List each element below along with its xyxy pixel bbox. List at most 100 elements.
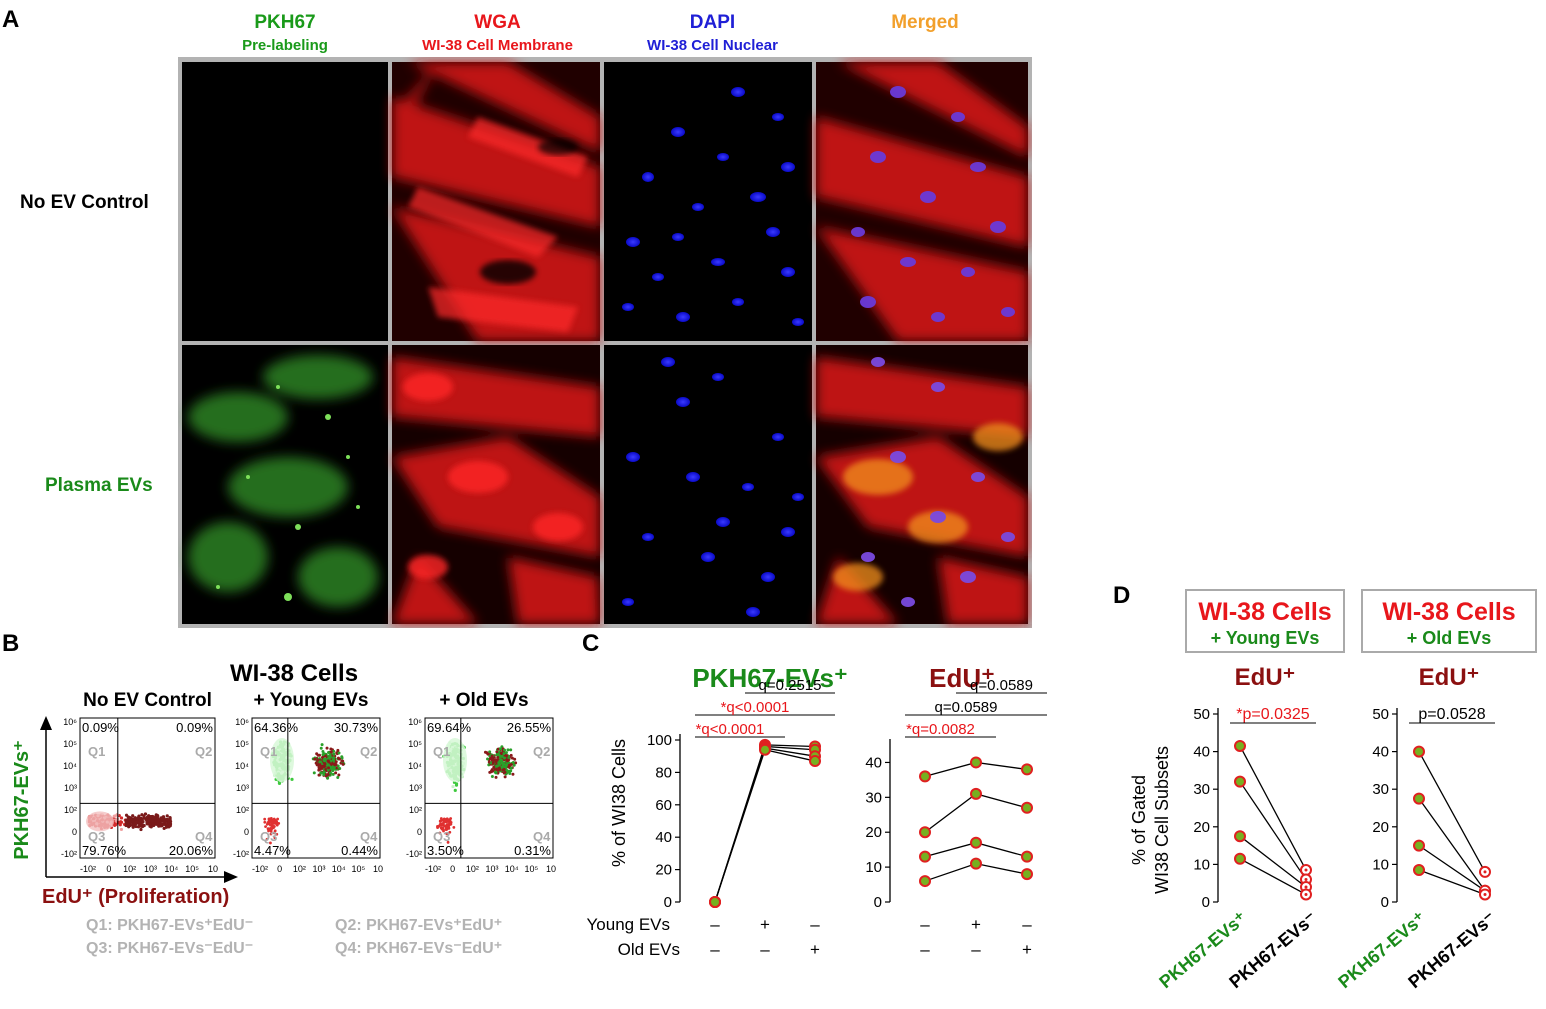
series-line bbox=[1418, 845, 1486, 892]
flow-dot bbox=[165, 817, 169, 822]
significance-label: q=0.0589 bbox=[970, 677, 1033, 694]
condition-young: – bbox=[810, 915, 820, 934]
y-tick-label: 60 bbox=[655, 797, 672, 814]
flow-dot bbox=[513, 757, 517, 761]
chart-d-2: 0 10 20 30 40 50 bbox=[1372, 706, 1491, 911]
flow-dot bbox=[490, 775, 494, 779]
y-tick-label: 20 bbox=[865, 824, 882, 841]
title-box bbox=[1361, 589, 1537, 653]
data-point-center bbox=[1304, 885, 1308, 889]
q4-value: 0.31% bbox=[514, 843, 551, 858]
flow-dot bbox=[336, 764, 340, 768]
data-point bbox=[1021, 801, 1033, 814]
x-tick-label: 10⁵ bbox=[351, 864, 365, 874]
y-tick-label: 30 bbox=[1372, 781, 1389, 798]
chart2-title: EdU⁺ bbox=[929, 663, 995, 693]
data-point-center bbox=[1483, 892, 1487, 896]
legend-q2: Q2: PKH67-EVs⁺EdU⁺ bbox=[335, 917, 502, 934]
flow-dot bbox=[323, 762, 327, 766]
img-pkh67-plasma bbox=[182, 345, 388, 624]
chart-subtitle: EdU⁺ bbox=[1419, 664, 1480, 691]
flow-dot bbox=[332, 749, 336, 753]
x-axis-label: EdU⁺ (Proliferation) bbox=[42, 886, 229, 908]
flow-plot-title: No EV Control bbox=[83, 690, 212, 711]
flow-plot-1: No EV Control 0.09% 0.09% 79.76% 20.06% Q1 Q2 Q… bbox=[61, 690, 218, 874]
flow-dot bbox=[157, 818, 161, 822]
flow-dot bbox=[337, 773, 341, 777]
col-title-wga: WGA bbox=[474, 12, 521, 33]
flow-dot bbox=[329, 750, 333, 754]
series-line bbox=[1418, 798, 1486, 892]
col-subtitle-pkh67: Pre-labeling bbox=[242, 37, 328, 54]
x-tick-label: 0 bbox=[450, 864, 455, 874]
y-tick-label: -10² bbox=[61, 849, 77, 859]
flow-dot bbox=[159, 824, 163, 828]
y-axis-label-1: % of Gated bbox=[1129, 775, 1149, 865]
flow-dot bbox=[498, 758, 502, 762]
y-tick-label: 10⁵ bbox=[235, 739, 249, 749]
flow-dot bbox=[142, 816, 147, 820]
data-point bbox=[1413, 839, 1425, 852]
flow-dots bbox=[86, 811, 173, 832]
y-tick-label: 10⁴ bbox=[63, 761, 77, 771]
flow-dot bbox=[119, 827, 124, 832]
condition-young: – bbox=[1022, 915, 1032, 934]
q1-name: Q1 bbox=[260, 744, 277, 759]
flow-plot-frame bbox=[251, 717, 381, 859]
y-tick-label: 30 bbox=[865, 789, 882, 806]
col-title-pkh67: PKH67 bbox=[254, 12, 316, 33]
data-point bbox=[1413, 792, 1425, 805]
flow-dot bbox=[124, 820, 128, 824]
data-point bbox=[919, 850, 931, 863]
flow-dot bbox=[506, 758, 510, 762]
img-merged-control bbox=[816, 62, 1028, 341]
flow-dot bbox=[504, 751, 508, 755]
condition-young: + bbox=[760, 915, 770, 934]
y-tick-label: 40 bbox=[1193, 744, 1210, 761]
flow-dot bbox=[341, 759, 345, 763]
flow-dot bbox=[265, 837, 269, 841]
flow-dot bbox=[488, 750, 492, 754]
y-tick-label: 10⁶ bbox=[63, 717, 77, 727]
q2-name: Q2 bbox=[195, 744, 212, 759]
flow-dot bbox=[319, 746, 323, 750]
col-subtitle-wga: WI-38 Cell Membrane bbox=[422, 37, 573, 54]
flow-dot bbox=[448, 830, 452, 834]
flow-dot bbox=[140, 823, 144, 827]
flow-dot bbox=[514, 761, 518, 765]
flow-dot bbox=[326, 759, 330, 763]
flow-plot-title: + Old EVs bbox=[439, 690, 528, 711]
panel-d-label: D bbox=[1113, 582, 1131, 609]
flow-dot bbox=[486, 757, 490, 761]
img-dapi-control bbox=[604, 62, 812, 341]
data-point bbox=[970, 836, 982, 849]
flow-dot bbox=[497, 766, 501, 770]
x-tick-label: -10² bbox=[425, 864, 441, 874]
condition-young: – bbox=[710, 915, 720, 934]
title-box-line2: + Old EVs bbox=[1407, 628, 1492, 648]
flow-dot bbox=[269, 827, 272, 830]
flow-dot bbox=[331, 772, 335, 776]
flow-dot bbox=[149, 815, 153, 819]
flow-dot bbox=[322, 770, 326, 774]
flow-dot bbox=[436, 826, 439, 830]
q1-name: Q1 bbox=[433, 744, 450, 759]
flow-dot bbox=[328, 754, 332, 758]
microscopy-grid bbox=[178, 57, 1032, 628]
flow-dot bbox=[509, 766, 513, 770]
row-label-old: Old EVs bbox=[618, 940, 680, 959]
q3-name: Q3 bbox=[260, 829, 277, 844]
flow-dot bbox=[511, 772, 515, 776]
series-line bbox=[1239, 781, 1307, 880]
y-tick-label: -10² bbox=[406, 849, 422, 859]
flow-dot bbox=[488, 770, 492, 774]
x-tick-label: 10 bbox=[373, 864, 383, 874]
y-tick-label: 10⁶ bbox=[408, 717, 422, 727]
flow-dot bbox=[441, 828, 445, 831]
col-title-dapi: DAPI bbox=[689, 12, 736, 33]
panel-b-label: B bbox=[2, 630, 20, 657]
flow-dot bbox=[112, 814, 116, 818]
panel-a-label: A bbox=[2, 6, 20, 33]
condition-old: – bbox=[971, 940, 981, 959]
